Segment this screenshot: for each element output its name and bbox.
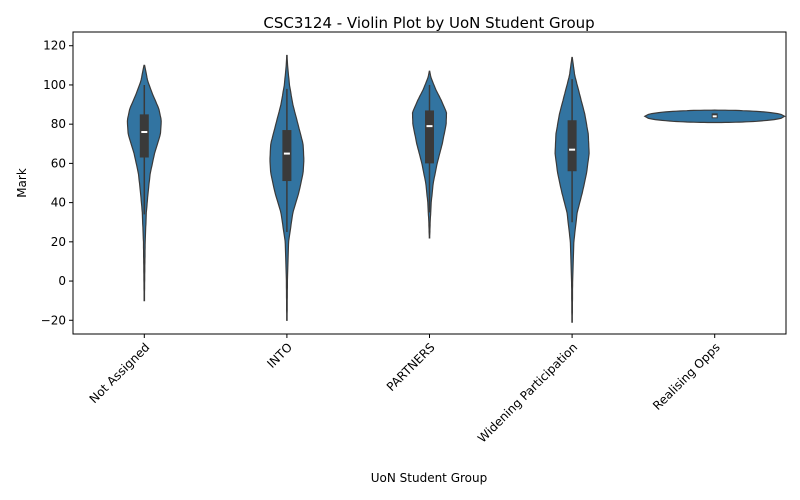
violin-partners	[411, 70, 448, 239]
y-tick-label: 60	[51, 156, 66, 170]
x-tick-label: Widening Participation	[475, 340, 580, 445]
x-tick-label: INTO	[264, 340, 295, 371]
violin-widening-participation	[554, 56, 590, 323]
violin-not-assigned	[126, 64, 162, 302]
violin-box	[567, 120, 577, 172]
y-axis-label: Mark	[15, 168, 29, 198]
x-tick-label: Realising Opps	[650, 340, 723, 413]
x-tick-label: PARTNERS	[384, 340, 438, 394]
violin-box	[139, 114, 149, 158]
violin-median	[712, 115, 717, 118]
violin-box	[425, 110, 434, 164]
y-tick-label: 0	[58, 274, 66, 288]
y-tick-label: 120	[43, 39, 66, 53]
x-axis-label: UoN Student Group	[371, 471, 488, 485]
x-axis: Not Assigned INTO PARTNERS Widening Partici…	[87, 334, 723, 445]
chart-title: CSC3124 - Violin Plot by UoN Student Gro…	[263, 14, 594, 32]
violin-box	[282, 130, 292, 182]
violin-median	[569, 148, 576, 151]
y-tick-label: 40	[51, 196, 66, 210]
y-tick-label: 100	[43, 78, 66, 92]
y-tick-label: 20	[51, 235, 66, 249]
violin-median	[141, 131, 148, 134]
y-axis: −20 0 20 40 60 80 100 120	[41, 39, 73, 327]
y-tick-label: −20	[41, 313, 66, 327]
plot-area	[72, 31, 787, 335]
x-tick-label: Not Assigned	[87, 340, 153, 406]
violin-median	[283, 152, 290, 155]
violin-into	[269, 54, 305, 321]
y-tick-label: 80	[51, 117, 66, 131]
violin-median	[426, 125, 433, 128]
violin-realising-opps	[643, 109, 786, 124]
